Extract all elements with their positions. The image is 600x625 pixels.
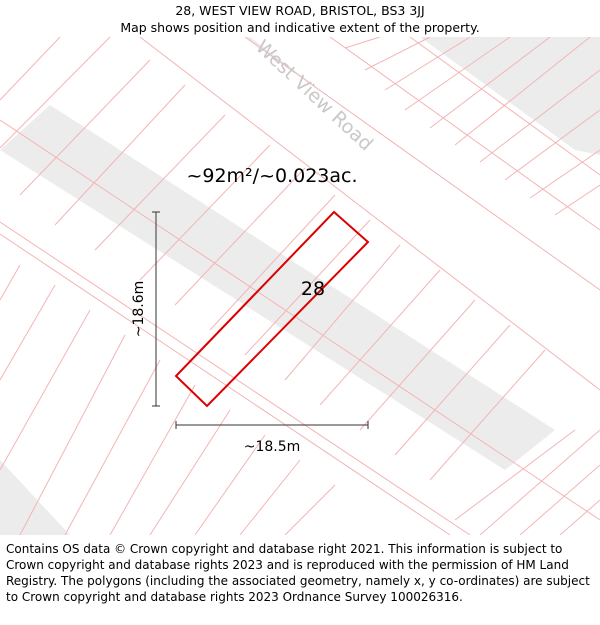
copyright-attribution: Contains OS data © Crown copyright and d… — [6, 542, 590, 604]
map-canvas[interactable]: West View Road ~92m²/~0.023ac. 28 ~18.6m… — [0, 37, 600, 535]
map-header: 28, WEST VIEW ROAD, BRISTOL, BS3 3JJ Map… — [0, 0, 600, 37]
property-address-title: 28, WEST VIEW ROAD, BRISTOL, BS3 3JJ — [175, 3, 425, 18]
vertical-dimension-line — [152, 211, 160, 407]
plot-number-label: 28 — [301, 278, 325, 300]
map-svg: West View Road ~92m²/~0.023ac. 28 ~18.6m… — [0, 37, 600, 535]
vertical-dimension-label: ~18.6m — [131, 281, 147, 338]
property-boundary-outline[interactable] — [174, 210, 370, 408]
west-view-road — [185, 37, 600, 380]
area-label: ~92m²/~0.023ac. — [186, 165, 357, 187]
horizontal-dimension-line — [175, 421, 369, 429]
parcel-boundaries — [0, 37, 600, 535]
horizontal-dimension-label: ~18.5m — [244, 439, 301, 455]
map-subtitle: Map shows position and indicative extent… — [120, 20, 480, 35]
